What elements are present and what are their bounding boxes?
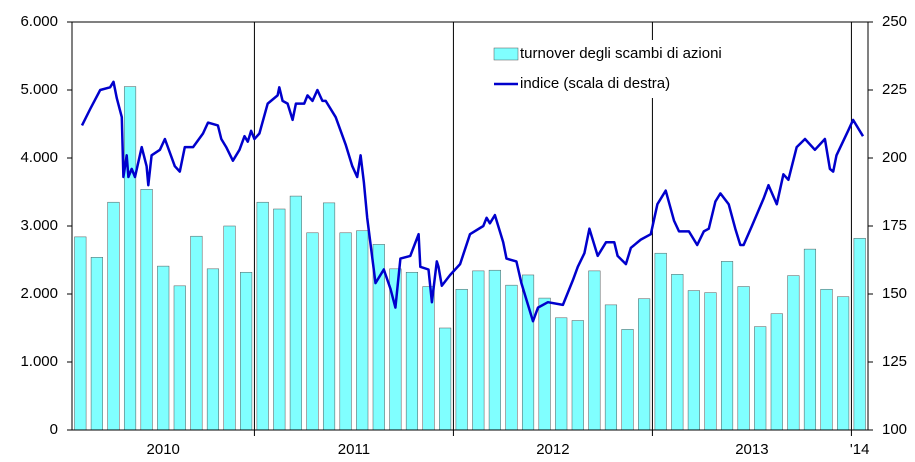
- bar: [588, 270, 601, 431]
- bar: [737, 286, 750, 431]
- bar: [422, 286, 435, 431]
- y-tick-label: 4.000: [20, 149, 58, 166]
- bar: [472, 270, 485, 431]
- bar: [157, 265, 170, 431]
- bar: [505, 284, 518, 431]
- bar: [770, 313, 783, 431]
- bar: [173, 285, 186, 431]
- y2-tick-label: 100: [882, 421, 907, 438]
- bar: [123, 86, 137, 431]
- legend-background: [486, 40, 786, 98]
- bar: [671, 274, 684, 431]
- bar: [339, 232, 352, 431]
- bar: [206, 268, 220, 431]
- y2-tick-label: 225: [882, 81, 907, 98]
- bar: [521, 274, 535, 431]
- bar: [604, 304, 618, 431]
- bar: [256, 201, 269, 431]
- bar: [638, 298, 651, 431]
- y-tick-label: 2.000: [20, 285, 58, 302]
- x-group-label: '14: [850, 441, 870, 458]
- plot-frame: [71, 21, 869, 431]
- y2-tick-label: 250: [882, 13, 907, 30]
- bar: [405, 271, 419, 431]
- bar: [720, 261, 734, 431]
- bar: [190, 235, 203, 431]
- bar: [571, 320, 584, 431]
- bar: [90, 257, 103, 431]
- bar: [455, 288, 468, 431]
- bar: [555, 317, 568, 431]
- bar: [74, 236, 87, 431]
- x-group-label: 2010: [147, 441, 180, 458]
- bar: [803, 248, 817, 431]
- bar: [754, 326, 767, 431]
- bar: [787, 275, 800, 431]
- bar: [439, 327, 452, 431]
- bar: [538, 297, 551, 431]
- legend-label: turnover degli scambi di azioni: [520, 45, 722, 62]
- bar: [322, 202, 336, 431]
- bar: [107, 201, 120, 431]
- bar: [704, 292, 717, 431]
- bar: [223, 225, 236, 431]
- bar: [289, 195, 302, 431]
- bar: [488, 269, 501, 431]
- y2-tick-label: 200: [882, 149, 907, 166]
- bar: [621, 329, 634, 431]
- y2-tick-label: 150: [882, 285, 907, 302]
- bar: [306, 232, 319, 431]
- bar: [687, 290, 700, 431]
- bar: [820, 288, 833, 431]
- y-tick-label: 6.000: [20, 13, 58, 30]
- bar: [140, 189, 153, 431]
- bar: [273, 208, 286, 431]
- y2-tick-label: 125: [882, 353, 907, 370]
- y-tick-label: 0: [50, 421, 58, 438]
- x-group-label: 2012: [536, 441, 569, 458]
- bar: [837, 296, 850, 431]
- y-tick-label: 3.000: [20, 217, 58, 234]
- legend-label: indice (scala di destra): [520, 75, 670, 92]
- bar: [240, 271, 253, 431]
- x-group-label: 2011: [338, 441, 370, 458]
- y-tick-label: 1.000: [20, 353, 58, 370]
- bar: [356, 230, 369, 431]
- legend-swatch: [493, 47, 519, 61]
- bar: [654, 252, 667, 431]
- bar: [853, 237, 866, 431]
- x-group-label: 2013: [735, 441, 768, 458]
- y2-tick-label: 175: [882, 217, 907, 234]
- index-line: [80, 80, 865, 323]
- y-tick-label: 5.000: [20, 81, 58, 98]
